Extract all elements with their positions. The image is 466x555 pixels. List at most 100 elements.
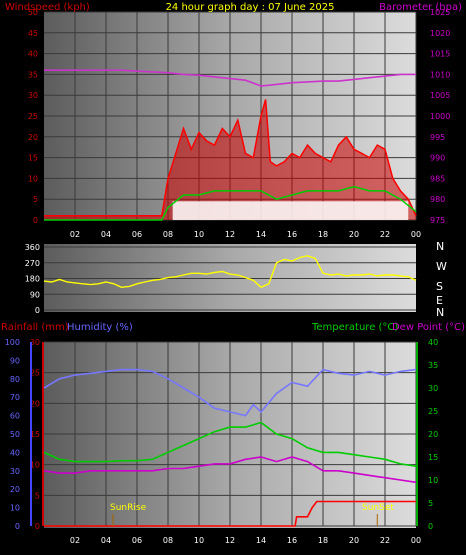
humidity-tick-label: 0 [15,522,20,531]
humidity-tick-label: 20 [10,485,20,494]
direction-tick-label: 0 [35,306,40,315]
time-tick-label-top: 06 [132,230,142,239]
wind-calm-band [172,201,409,220]
barometer-tick-label: 985 [430,174,445,183]
temperature-tick-label: 40 [428,338,438,347]
compass-label-n-top: N [436,240,444,253]
rain-tick-label: 30 [30,338,40,347]
time-tick-label-top: 00 [411,230,421,239]
wind-gust-area [44,99,416,220]
compass-label-n-bottom: N [436,306,444,319]
time-tick-label-top: 22 [380,230,390,239]
windspeed-tick-label: 50 [28,8,38,17]
humidity-line [43,368,417,417]
humidity-tick-label: 50 [10,430,20,439]
time-tick-label-bottom: 06 [132,536,142,545]
humidity-tick-label: 10 [10,504,20,513]
humidity-tick-label: 80 [10,375,20,384]
rain-tick-label: 10 [30,461,40,470]
barometer-tick-label: 1015 [430,50,450,59]
windspeed-tick-label: 10 [28,174,38,183]
time-tick-label-top: 14 [256,230,266,239]
windspeed-tick-label: 45 [28,29,38,38]
dewpoint-line [43,456,417,484]
windspeed-tick-label: 40 [28,50,38,59]
temperature-tick-label: 20 [428,430,438,439]
windspeed-tick-label: 25 [28,112,38,121]
time-tick-label-top: 02 [70,230,80,239]
sunrise-annotation: SunRise [110,503,147,513]
temperature-line [43,421,417,467]
barometer-tick-label: 980 [430,195,445,204]
humidity-tick-label: 40 [10,448,20,457]
compass-label-s: S [436,280,443,293]
barometer-axis-label: Barometer (hpa) [379,2,462,13]
dewpoint-axis-label: Dew Point (°C) [392,322,465,333]
rain-tick-label: 20 [30,399,40,408]
barometer-line [44,69,416,87]
temperature-tick-label: 10 [428,476,438,485]
time-tick-label-top: 18 [318,230,328,239]
direction-tick-label: 360 [25,243,40,252]
barometer-tick-label: 1020 [430,29,450,38]
time-tick-label-top: 20 [349,230,359,239]
time-tick-label-bottom: 10 [194,536,204,545]
rain-tick-label: 15 [30,430,40,439]
chart-title: 24 hour graph day : 07 June 2025 [166,2,335,13]
barometer-tick-label: 1025 [430,8,450,17]
time-tick-label-bottom: 16 [287,536,297,545]
rain-tick-label: 5 [35,491,40,500]
time-tick-label-bottom: 18 [318,536,328,545]
time-tick-label-bottom: 14 [256,536,266,545]
time-tick-label-top: 10 [194,230,204,239]
direction-tick-label: 90 [30,290,40,299]
windspeed-axis-label: Windspeed (kph) [5,2,90,13]
wind-gust-line [44,99,417,217]
barometer-tick-label: 990 [430,154,445,163]
windspeed-tick-label: 30 [28,91,38,100]
time-tick-label-bottom: 20 [349,536,359,545]
time-tick-label-bottom: 22 [380,536,390,545]
humidity-tick-label: 100 [5,338,20,347]
time-tick-label-bottom: 00 [411,536,421,545]
windspeed-tick-label: 35 [28,70,38,79]
barometer-tick-label: 975 [430,216,445,225]
time-tick-label-top: 08 [163,230,173,239]
windspeed-tick-label: 5 [33,195,38,204]
temperature-tick-label: 5 [428,499,433,508]
barometer-tick-label: 995 [430,133,445,142]
time-tick-label-bottom: 04 [101,536,111,545]
direction-tick-label: 180 [25,275,40,284]
barometer-tick-label: 1000 [430,112,450,121]
temperature-tick-label: 30 [428,384,438,393]
sunset-annotation: SunSet [362,503,394,513]
humidity-axis-label: Humidity (%) [67,322,133,333]
temperature-tick-label: 25 [428,407,438,416]
temperature-tick-label: 35 [428,361,438,370]
windspeed-tick-label: 20 [28,133,38,142]
time-tick-label-bottom: 12 [225,536,235,545]
rainfall-axis-label: Rainfall (mm) [1,322,69,333]
barometer-tick-label: 1010 [430,70,450,79]
windspeed-tick-label: 15 [28,154,38,163]
time-tick-label-bottom: 02 [70,536,80,545]
time-tick-label-top: 04 [101,230,111,239]
temperature-tick-label: 15 [428,453,438,462]
direction-tick-label: 270 [25,259,40,268]
windspeed-tick-label: 0 [33,216,38,225]
compass-label-w: W [436,260,447,273]
wind-direction-line [43,255,417,289]
humidity-tick-label: 60 [10,412,20,421]
time-tick-label-top: 16 [287,230,297,239]
barometer-tick-label: 1005 [430,91,450,100]
rain-tick-label: 25 [30,369,40,378]
humidity-tick-label: 90 [10,356,20,365]
temperature-axis-label: Temperature (°C) [311,322,398,333]
humidity-tick-label: 70 [10,393,20,402]
humidity-tick-label: 30 [10,467,20,476]
rain-tick-label: 0 [35,522,40,531]
compass-label-e: E [436,294,443,307]
wind-average-line [44,185,417,221]
rainfall-line [44,500,416,527]
